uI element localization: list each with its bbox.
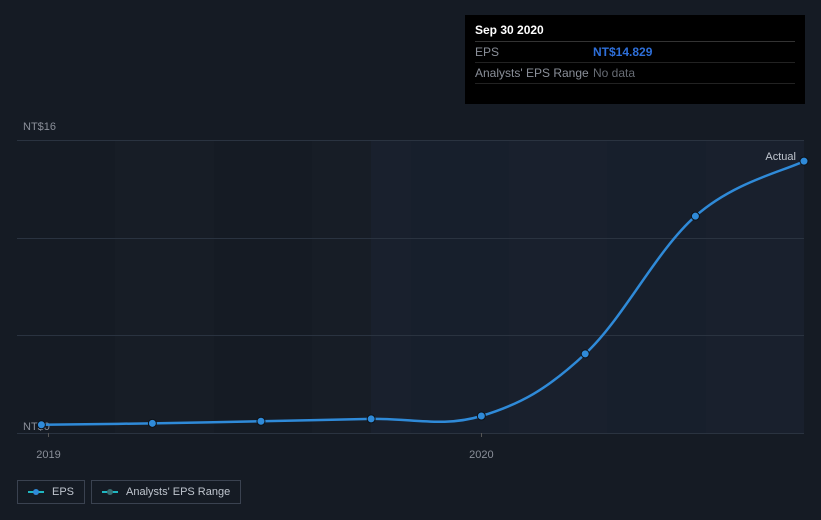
tooltip-row-value: NT$14.829 [593, 45, 652, 59]
tooltip-panel: Sep 30 2020 EPS NT$14.829 Analysts' EPS … [465, 15, 805, 104]
legend-item-eps[interactable]: EPS [17, 480, 85, 504]
tooltip-row: Analysts' EPS Range No data [475, 63, 795, 84]
legend-item-analyst-range[interactable]: Analysts' EPS Range [91, 480, 241, 504]
tooltip-row-label: EPS [475, 45, 593, 59]
x-axis-label: 2020 [469, 449, 493, 461]
line-series [17, 140, 804, 433]
x-axis-label: 2019 [36, 449, 60, 461]
legend-label: Analysts' EPS Range [126, 486, 230, 498]
tooltip-row: EPS NT$14.829 [475, 42, 795, 63]
legend: EPS Analysts' EPS Range [17, 480, 241, 504]
eps-chart[interactable]: NT$16 NT$0 Actual 20192020 [17, 120, 804, 460]
legend-swatch [102, 488, 118, 496]
tooltip-row-label: Analysts' EPS Range [475, 66, 593, 80]
legend-swatch [28, 488, 44, 496]
plot-area: Actual [17, 140, 804, 433]
tooltip-row-value: No data [593, 66, 635, 80]
tooltip-date: Sep 30 2020 [475, 23, 795, 42]
y-axis-top-label: NT$16 [23, 121, 56, 133]
legend-label: EPS [52, 486, 74, 498]
